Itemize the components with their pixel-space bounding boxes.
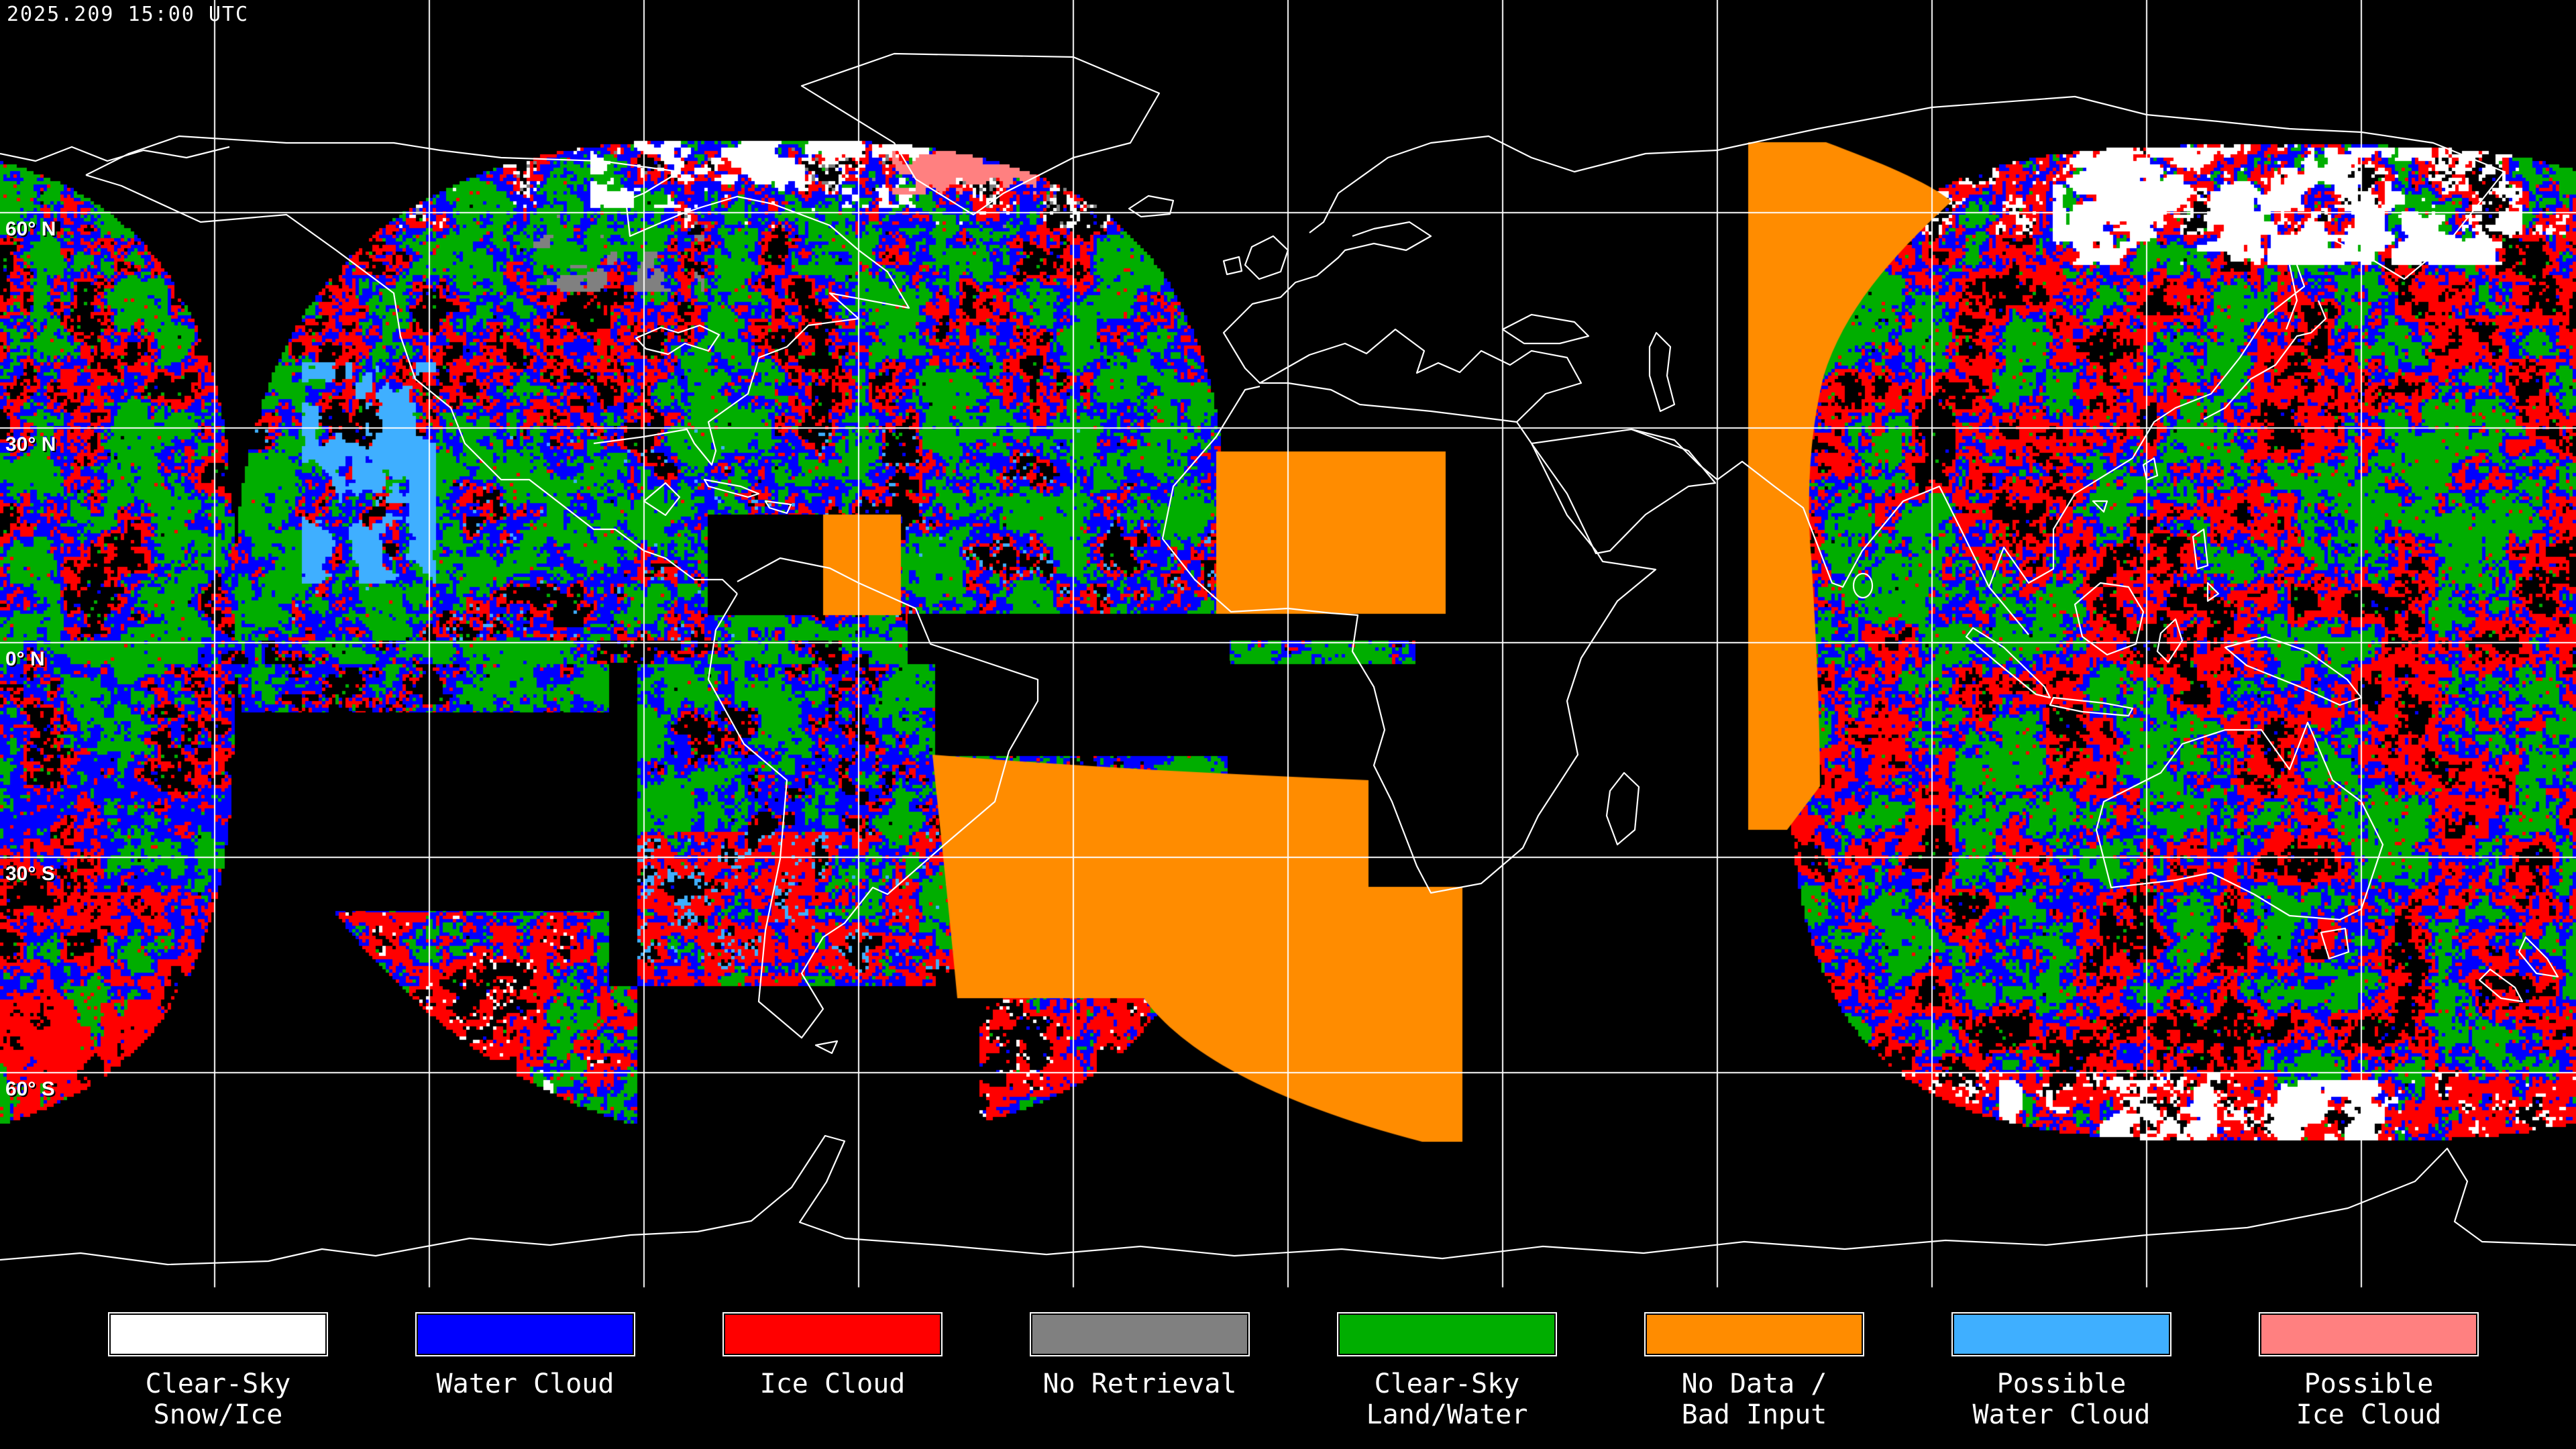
possible-water-cloud-swatch bbox=[1951, 1312, 2171, 1356]
ice-cloud-label: Ice Cloud bbox=[759, 1368, 906, 1399]
possible-ice-cloud-label: Possible Ice Cloud bbox=[2296, 1368, 2442, 1430]
legend-item-no-retrieval: No Retrieval bbox=[986, 1288, 1293, 1449]
water-cloud-label: Water Cloud bbox=[436, 1368, 614, 1399]
lat-label-60s: 60° S bbox=[5, 1078, 55, 1100]
timestamp-label: 2025.209 15:00 UTC bbox=[7, 3, 250, 26]
ice-cloud-swatch bbox=[722, 1312, 943, 1356]
legend-item-no-data-bad-input: No Data / Bad Input bbox=[1601, 1288, 1908, 1449]
possible-ice-cloud-swatch bbox=[2259, 1312, 2479, 1356]
no-retrieval-label: No Retrieval bbox=[1042, 1368, 1237, 1399]
no-retrieval-swatch bbox=[1030, 1312, 1250, 1356]
clear-sky-land-water-label: Clear-Sky Land/Water bbox=[1366, 1368, 1528, 1430]
legend: Clear-Sky Snow/Ice Water Cloud Ice Cloud… bbox=[0, 1288, 2576, 1449]
legend-item-water-cloud: Water Cloud bbox=[372, 1288, 679, 1449]
lat-label-60n: 60° N bbox=[5, 218, 56, 240]
no-data-bad-input-label: No Data / Bad Input bbox=[1681, 1368, 1827, 1430]
water-cloud-swatch bbox=[415, 1312, 635, 1356]
lat-label-30n: 30° N bbox=[5, 433, 56, 455]
clear-sky-snow-ice-swatch bbox=[108, 1312, 328, 1356]
clear-sky-snow-ice-label: Clear-Sky Snow/Ice bbox=[145, 1368, 291, 1430]
legend-item-possible-ice-cloud: Possible Ice Cloud bbox=[2215, 1288, 2522, 1449]
no-data-bad-input-swatch bbox=[1644, 1312, 1864, 1356]
lat-label-30s: 30° S bbox=[5, 863, 55, 885]
legend-item-clear-sky-snow-ice: Clear-Sky Snow/Ice bbox=[64, 1288, 372, 1449]
possible-water-cloud-label: Possible Water Cloud bbox=[1972, 1368, 2151, 1430]
lat-label-0n: 0° N bbox=[5, 648, 45, 670]
clear-sky-land-water-swatch bbox=[1337, 1312, 1557, 1356]
legend-item-clear-sky-land-water: Clear-Sky Land/Water bbox=[1293, 1288, 1601, 1449]
cloud-phase-map-canvas bbox=[0, 0, 2576, 1288]
legend-item-ice-cloud: Ice Cloud bbox=[679, 1288, 986, 1449]
legend-item-possible-water-cloud: Possible Water Cloud bbox=[1908, 1288, 2215, 1449]
